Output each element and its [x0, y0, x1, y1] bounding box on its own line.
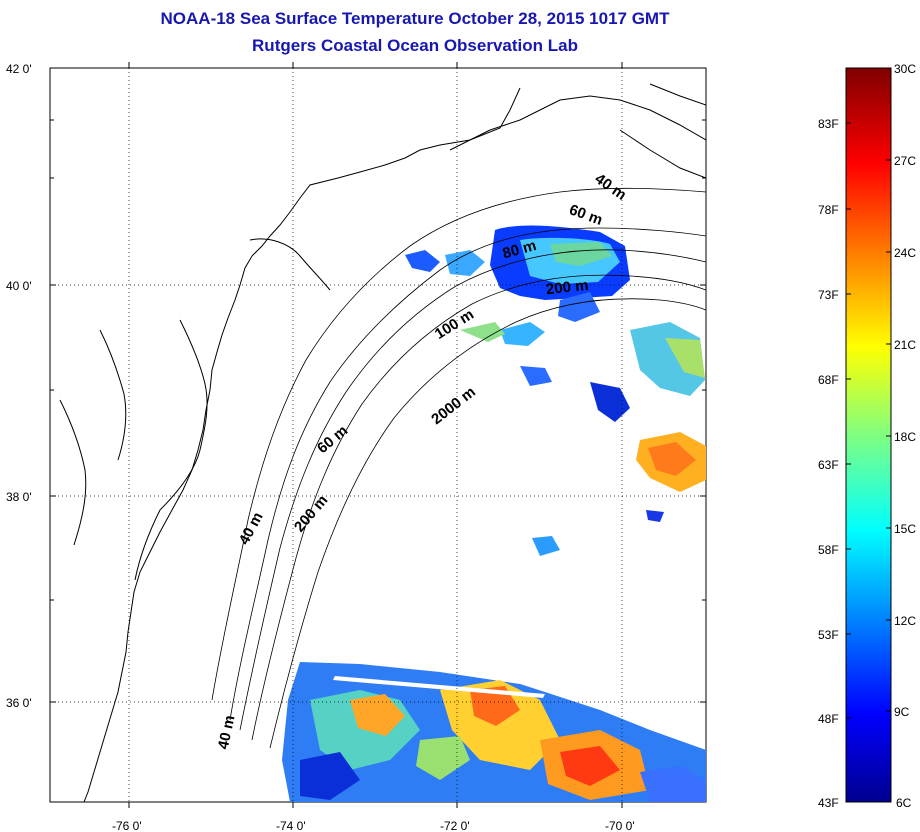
contour-label-200m-north: 200 m: [545, 277, 589, 298]
cb-c-24: 24C: [894, 246, 916, 260]
lon-label-76: -76 0': [112, 819, 142, 832]
cb-f-83: 83F: [818, 117, 839, 131]
cb-f-78: 78F: [818, 203, 839, 217]
temperature-colorbar: [845, 67, 892, 803]
latitude-labels: 42 0' 40 0' 38 0' 36 0': [6, 62, 32, 710]
cb-c-18: 18C: [894, 430, 916, 444]
cb-f-68: 68F: [818, 373, 839, 387]
cb-f-48: 48F: [818, 712, 839, 726]
lon-label-72: -72 0': [440, 819, 470, 832]
lon-label-70: -70 0': [605, 819, 635, 832]
axis-ticks: [50, 62, 706, 808]
colorbar-fahrenheit-labels: 83F 78F 73F 68F 63F 58F 53F 48F 43F: [818, 117, 839, 810]
lon-label-74: -74 0': [276, 819, 306, 832]
lat-label-36: 36 0': [6, 696, 32, 710]
cb-f-58: 58F: [818, 543, 839, 557]
cb-f-53: 53F: [818, 628, 839, 642]
cb-c-12: 12C: [894, 614, 916, 628]
cb-c-6: 6C: [896, 796, 912, 810]
sst-patches-north: [405, 225, 630, 346]
cb-c-15: 15C: [894, 522, 916, 536]
lat-label-40: 40 0': [6, 279, 32, 293]
bathymetry-contours: [211, 187, 706, 749]
cb-f-73: 73F: [818, 288, 839, 302]
cb-f-63: 63F: [818, 458, 839, 472]
coastline: [59, 83, 706, 802]
cb-c-27: 27C: [894, 154, 916, 168]
contour-label-40m-south: 40 m: [215, 714, 239, 751]
colorbar-celsius-labels: 30C 27C 24C 21C 18C 15C 12C 9C 6C: [894, 62, 916, 810]
map-title: NOAA-18 Sea Surface Temperature October …: [160, 9, 670, 28]
cb-c-9: 9C: [894, 705, 910, 719]
cb-f-43: 43F: [818, 796, 839, 810]
lat-label-38: 38 0': [6, 490, 32, 504]
grid-lines: [50, 68, 706, 802]
longitude-labels: -76 0' -74 0' -72 0' -70 0': [112, 819, 635, 832]
colorbar-ticks: [846, 122, 891, 719]
map-subtitle: Rutgers Coastal Ocean Observation Lab: [252, 36, 578, 55]
cb-c-30: 30C: [894, 62, 916, 76]
sst-patches-east: [520, 322, 706, 556]
cb-c-21: 21C: [894, 338, 916, 352]
sst-patches-south: [282, 662, 706, 802]
lat-label-42: 42 0': [6, 62, 32, 76]
